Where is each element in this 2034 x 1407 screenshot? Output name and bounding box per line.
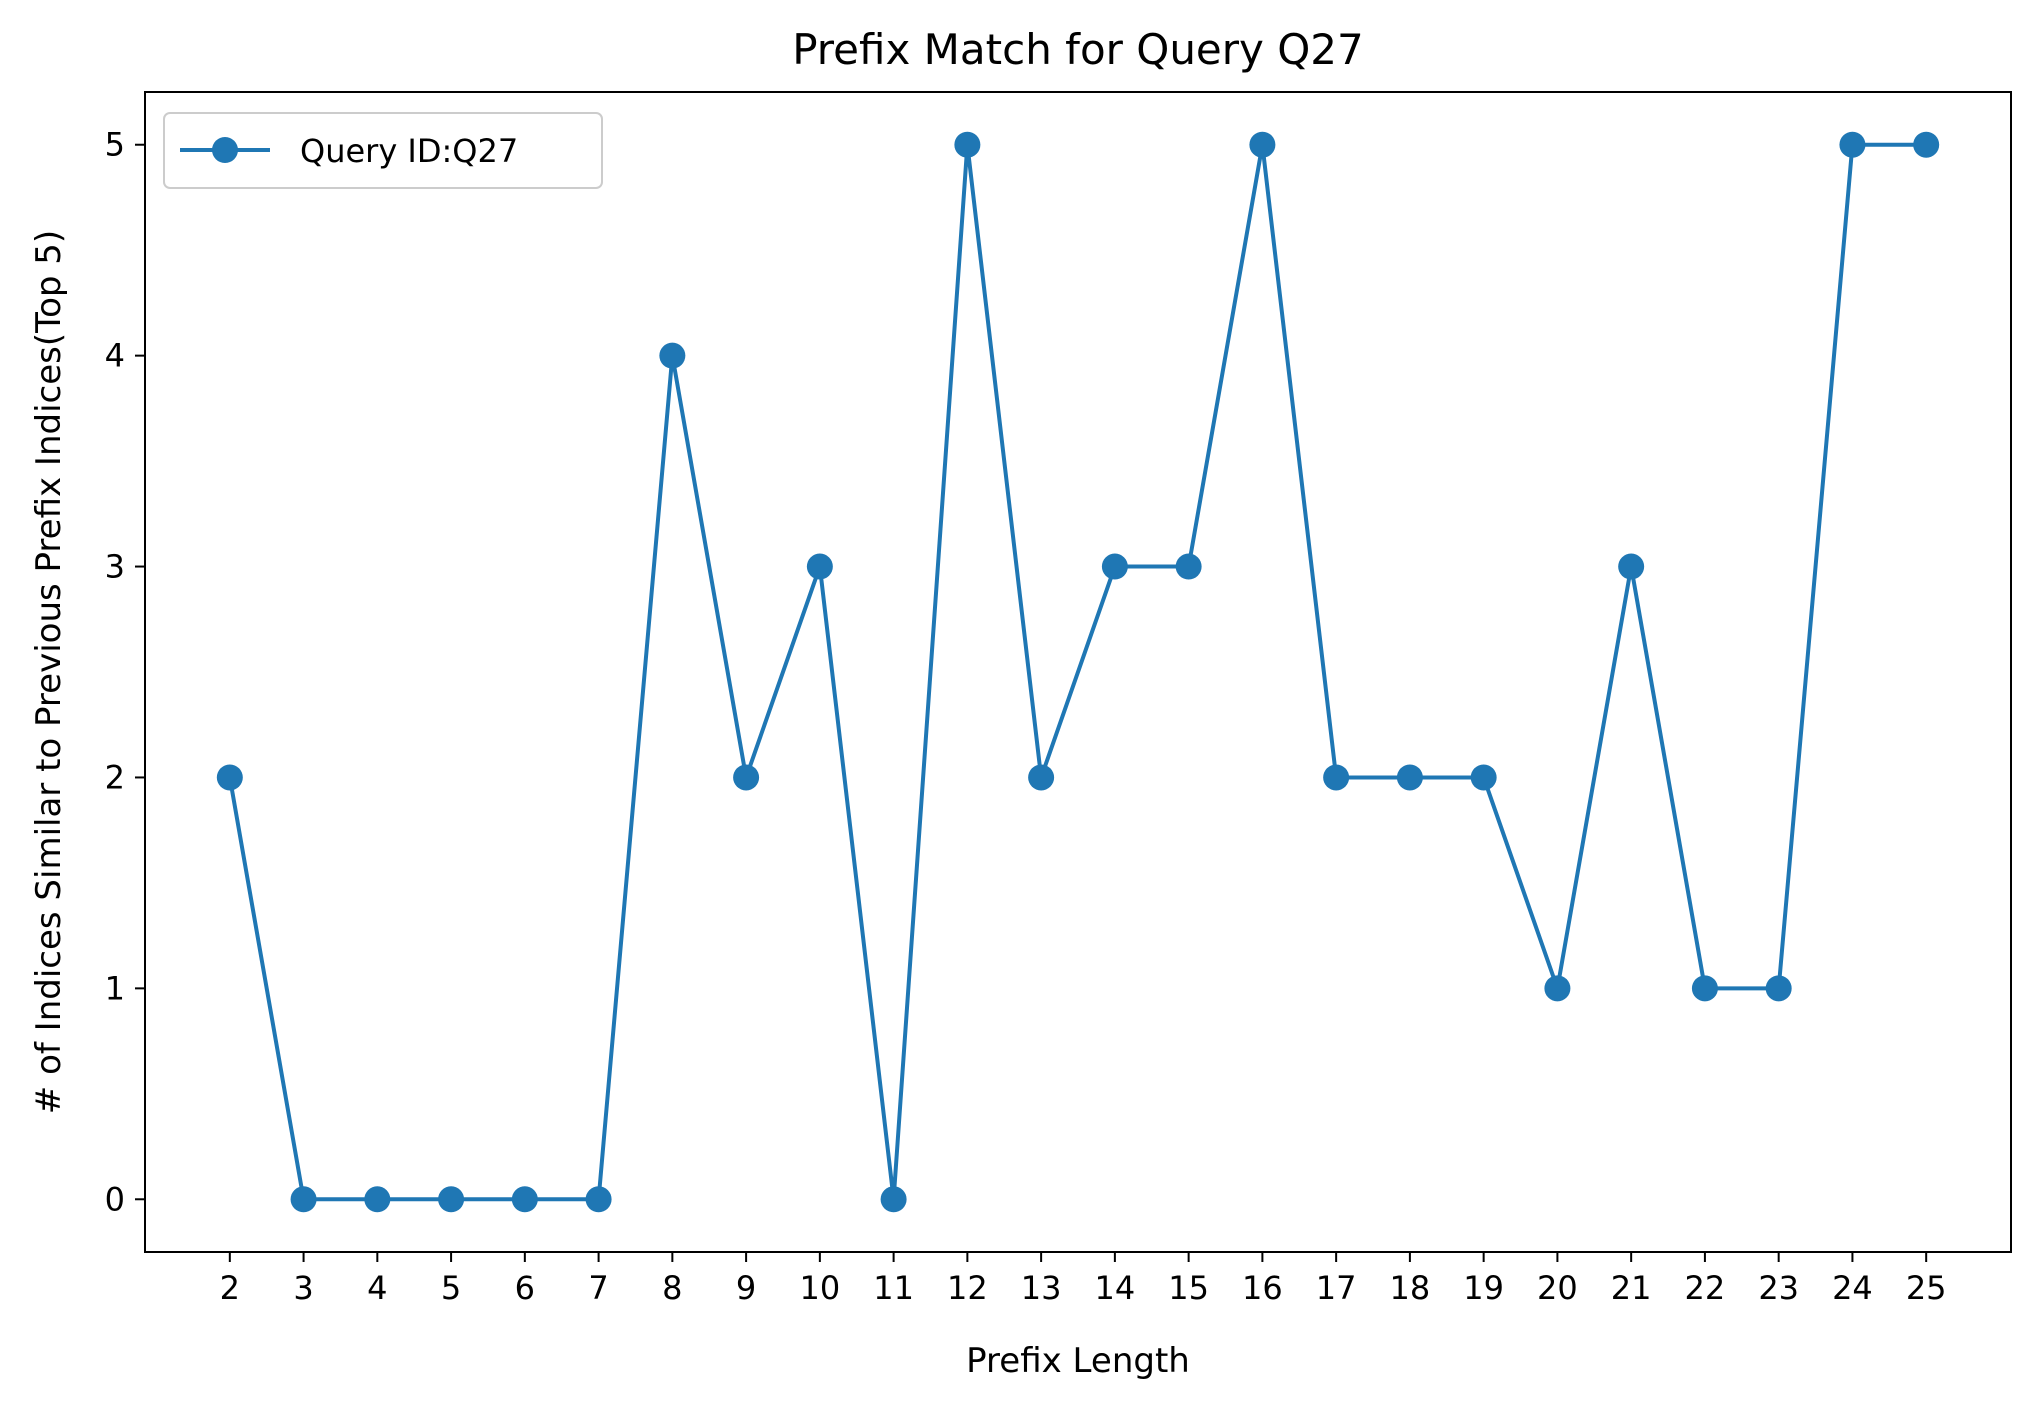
data-point <box>1323 764 1350 791</box>
x-axis: 2 3 4 5 6 7 8 9 10 11 12 13 14 15 16 17 18 19 20 21 22 23 24 25 <box>220 1252 1947 1307</box>
y-tick-label: 1 <box>105 969 125 1007</box>
x-tick-label: 16 <box>1242 1269 1283 1307</box>
x-tick-label: 8 <box>662 1269 682 1307</box>
data-point <box>1913 131 1940 158</box>
y-tick-label: 2 <box>105 758 125 796</box>
x-tick-label: 19 <box>1463 1269 1504 1307</box>
x-tick-label: 13 <box>1021 1269 1062 1307</box>
y-axis: 0 1 2 3 4 5 <box>105 126 145 1218</box>
legend-label: Query ID:Q27 <box>300 132 518 170</box>
data-point <box>1028 764 1055 791</box>
data-point <box>1839 131 1866 158</box>
data-point <box>880 1186 907 1213</box>
data-point <box>1175 553 1202 580</box>
x-tick-label: 5 <box>441 1269 461 1307</box>
x-tick-label: 11 <box>873 1269 914 1307</box>
x-tick-label: 7 <box>588 1269 608 1307</box>
data-point <box>806 553 833 580</box>
x-tick-label: 15 <box>1168 1269 1209 1307</box>
data-point <box>1618 553 1645 580</box>
legend: Query ID:Q27 <box>163 112 603 189</box>
x-tick-label: 24 <box>1832 1269 1873 1307</box>
data-point <box>1544 975 1571 1002</box>
x-tick-label: 2 <box>220 1269 240 1307</box>
x-tick-label: 20 <box>1537 1269 1578 1307</box>
x-tick-label: 3 <box>293 1269 313 1307</box>
x-tick-label: 6 <box>515 1269 535 1307</box>
y-tick-label: 3 <box>105 548 125 586</box>
x-tick-label: 14 <box>1095 1269 1136 1307</box>
legend-box <box>163 112 603 189</box>
data-point <box>290 1186 317 1213</box>
x-tick-label: 21 <box>1611 1269 1652 1307</box>
y-tick-label: 0 <box>105 1180 125 1218</box>
data-point <box>216 764 243 791</box>
x-tick-label: 4 <box>367 1269 387 1307</box>
data-point <box>438 1186 465 1213</box>
data-point <box>733 764 760 791</box>
x-tick-label: 10 <box>799 1269 840 1307</box>
chart-title: Prefix Match for Query Q27 <box>792 25 1364 74</box>
data-point <box>1249 131 1276 158</box>
series-layer <box>216 131 1940 1213</box>
data-point <box>585 1186 612 1213</box>
legend-marker-icon <box>212 137 238 163</box>
data-point <box>364 1186 391 1213</box>
data-point <box>1101 553 1128 580</box>
x-tick-label: 12 <box>947 1269 988 1307</box>
x-tick-label: 17 <box>1316 1269 1357 1307</box>
data-point <box>954 131 981 158</box>
x-tick-label: 9 <box>736 1269 756 1307</box>
data-point <box>1765 975 1792 1002</box>
x-tick-label: 25 <box>1906 1269 1947 1307</box>
x-tick-label: 18 <box>1390 1269 1431 1307</box>
y-tick-label: 5 <box>105 126 125 164</box>
y-tick-label: 4 <box>105 337 125 375</box>
x-tick-label: 23 <box>1758 1269 1799 1307</box>
x-tick-label: 22 <box>1685 1269 1726 1307</box>
x-axis-label: Prefix Length <box>966 1341 1190 1381</box>
data-point <box>1470 764 1497 791</box>
y-axis-label: # of Indices Similar to Previous Prefix … <box>29 230 69 1114</box>
data-point <box>511 1186 538 1213</box>
data-point <box>659 342 686 369</box>
data-point <box>1691 975 1718 1002</box>
data-point <box>1396 764 1423 791</box>
